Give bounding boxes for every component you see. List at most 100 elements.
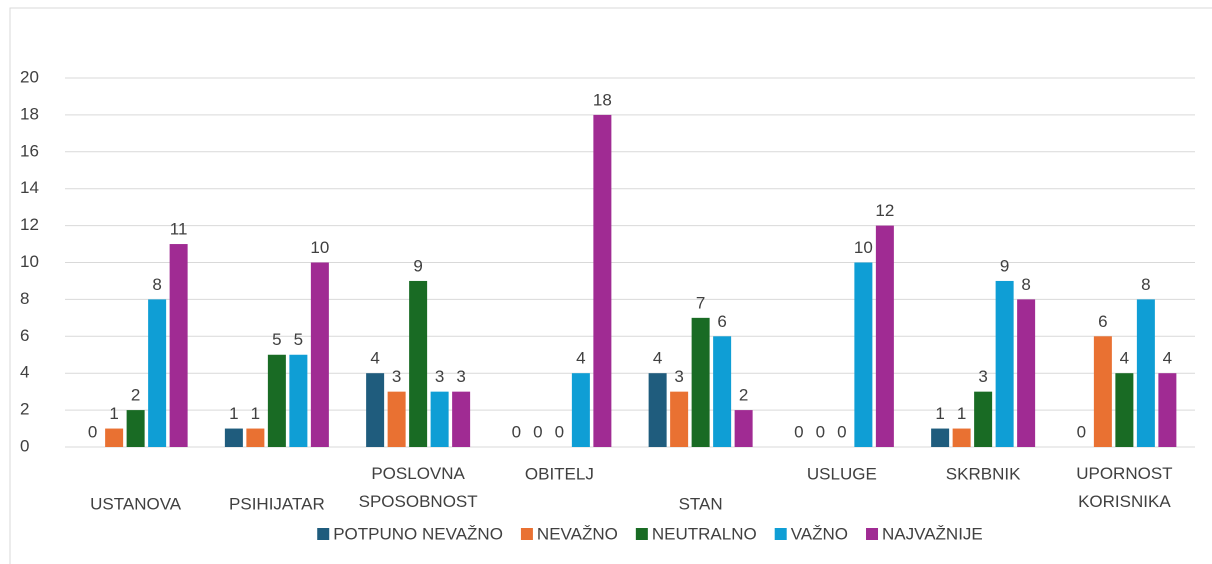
bar [387,391,406,447]
y-tick-label: 0 [20,436,29,455]
data-label: 18 [593,90,612,109]
legend-label: NAJVAŽNIJE [882,524,983,543]
bar [952,428,971,447]
bar [1136,299,1155,447]
data-label: 8 [1021,275,1030,294]
x-tick-label: POSLOVNA SPOSOBNOST [359,464,478,511]
x-tick-label-line: POSLOVNA [371,464,465,483]
legend-label: NEUTRALNO [652,524,757,543]
bar [452,391,471,447]
bar [289,354,308,447]
bar [267,354,286,447]
bar [148,299,167,447]
y-tick-label: 6 [20,326,29,345]
bar [310,262,329,447]
data-label: 4 [653,349,662,368]
chart-frame [9,7,1212,564]
legend-swatch [317,528,330,540]
data-label: 0 [1077,422,1086,441]
legend-swatch [520,528,533,540]
data-label: 0 [816,422,825,441]
data-label: 7 [696,293,705,312]
data-label: 3 [674,367,683,386]
legend-swatch [774,528,787,540]
legend-label: NEVAŽNO [537,524,618,543]
data-label: 1 [957,404,966,423]
bar [105,428,124,447]
x-tick-label-line: KORISNIKA [1078,492,1171,511]
data-label: 4 [576,349,585,368]
x-tick-label: SKRBNIK [946,464,1021,483]
bar [691,317,710,447]
data-label: 3 [978,367,987,386]
bar [1093,336,1112,447]
data-label: 3 [456,367,465,386]
data-label: 3 [435,367,444,386]
data-label: 6 [1098,312,1107,331]
legend-swatch [635,528,648,540]
bar [875,225,894,447]
data-label: 0 [512,422,521,441]
data-label: 1 [935,404,944,423]
bar [648,373,667,447]
data-label: 0 [555,422,564,441]
bar [1158,373,1177,447]
y-tick-label: 10 [20,252,39,271]
bar [430,391,449,447]
data-label: 6 [717,312,726,331]
legend-swatch [866,528,879,540]
data-label: 11 [170,220,188,239]
data-label: 9 [1000,256,1009,275]
bar [366,373,385,447]
y-tick-label: 18 [20,104,39,123]
x-tick-label: UPORNOST KORISNIKA [1076,464,1172,511]
bar [409,280,428,447]
data-label: 12 [875,201,894,220]
bar [593,114,612,448]
y-tick-label: 16 [20,141,39,160]
x-tick-label-line: UPORNOST [1076,464,1172,483]
data-label: 1 [229,404,238,423]
bar [974,391,993,447]
data-label: 5 [294,330,303,349]
legend: POTPUNO NEVAŽNO NEVAŽNO NEUTRALNO VAŽNO NAJV… [317,524,983,543]
data-label: 8 [152,275,161,294]
data-label: 5 [272,330,281,349]
bar [670,391,689,447]
x-tick-label: OBITELJ [525,464,594,483]
data-label: 4 [1120,349,1129,368]
bar [734,410,753,447]
data-label: 9 [413,256,422,275]
data-label: 0 [837,422,846,441]
y-tick-label: 8 [20,289,29,308]
bar [931,428,950,447]
data-label: 4 [1163,349,1172,368]
x-tick-label-line: SPOSOBNOST [359,492,478,511]
y-tick-label: 2 [20,400,29,419]
x-tick-label: USTANOVA [90,494,182,513]
y-tick-label: 4 [20,363,29,382]
bar [126,410,145,447]
bar [224,428,243,447]
bar [1115,373,1134,447]
bar [246,428,265,447]
x-tick-label: STAN [679,494,723,513]
data-label: 0 [533,422,542,441]
data-label: 0 [88,422,97,441]
bar [1017,299,1036,447]
bar [995,280,1014,447]
y-tick-label: 14 [20,178,39,197]
data-label: 4 [370,349,379,368]
x-tick-label: USLUGE [807,464,877,483]
data-label: 2 [739,386,748,405]
bar [713,336,732,447]
bar [854,262,873,447]
data-label: 1 [251,404,260,423]
legend-label: POTPUNO NEVAŽNO [333,524,503,543]
data-label: 1 [109,404,118,423]
y-tick-label: 12 [20,215,39,234]
data-label: 10 [310,238,329,257]
data-label: 0 [794,422,803,441]
y-tick-label: 20 [20,67,39,86]
data-label: 2 [131,386,140,405]
